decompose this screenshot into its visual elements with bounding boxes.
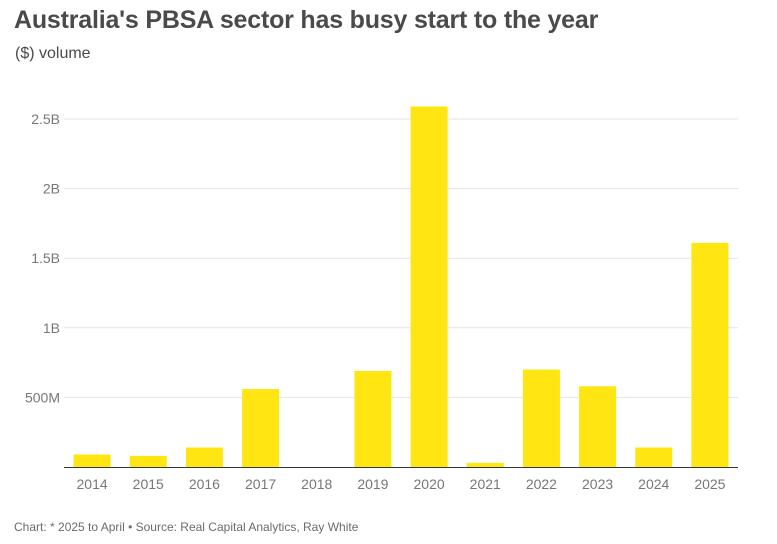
- bar-2023: [579, 386, 617, 467]
- chart-title: Australia's PBSA sector has busy start t…: [14, 6, 599, 34]
- bar-2021: [466, 462, 504, 467]
- bar-2024: [635, 447, 673, 467]
- bar-2022: [522, 369, 560, 467]
- x-tick-label-2015: 2015: [133, 476, 164, 492]
- bar-2019: [354, 370, 392, 467]
- x-tick-label-2014: 2014: [77, 476, 108, 492]
- bar-2014: [73, 454, 111, 467]
- y-tick-label: 2B: [43, 181, 60, 197]
- chart-footer-source: Chart: * 2025 to April • Source: Real Ca…: [14, 520, 359, 534]
- bar-2016: [185, 447, 223, 467]
- bar-2025: [691, 242, 729, 467]
- y-tick-label: 1.5B: [31, 250, 60, 266]
- bar-2020: [410, 106, 448, 468]
- chart-subtitle: ($) volume: [15, 45, 91, 62]
- x-tick-label-2022: 2022: [526, 476, 557, 492]
- bars: [73, 106, 729, 468]
- y-tick-label: 500M: [25, 389, 60, 405]
- x-tick-label-2021: 2021: [470, 476, 501, 492]
- x-tick-label-2023: 2023: [582, 476, 613, 492]
- x-tick-label-2017: 2017: [245, 476, 276, 492]
- x-tick-label-2020: 2020: [414, 476, 445, 492]
- x-tick-label-2019: 2019: [357, 476, 388, 492]
- y-axis-ticks: 500M 1B 1.5B 2B 2.5B: [25, 111, 60, 405]
- x-tick-label-2024: 2024: [638, 476, 669, 492]
- x-tick-label-2016: 2016: [189, 476, 220, 492]
- bar-2015: [129, 455, 167, 467]
- y-tick-label: 1B: [43, 320, 60, 336]
- bar-2017: [242, 389, 280, 467]
- gridlines: [64, 118, 738, 398]
- x-axis-ticks: 2014 2015 2016 2017 2018 2019 2020 2021 2022 2023…: [77, 476, 726, 492]
- y-tick-label: 2.5B: [31, 111, 60, 127]
- x-tick-label-2025: 2025: [694, 476, 725, 492]
- x-tick-label-2018: 2018: [301, 476, 332, 492]
